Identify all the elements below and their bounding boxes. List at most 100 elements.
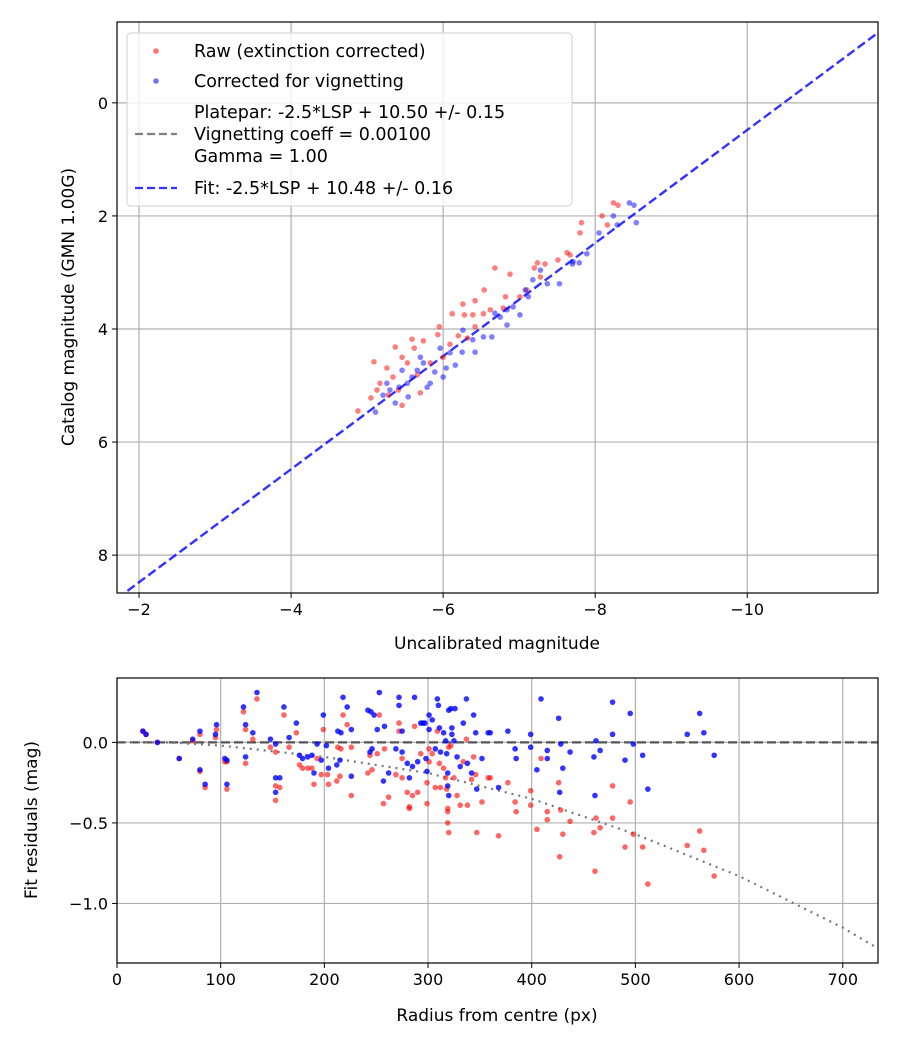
raw-residual-point <box>267 744 274 751</box>
corrected-residual-point <box>376 689 383 696</box>
raw-residual-point <box>254 696 260 702</box>
x-tick-label: −4 <box>279 600 303 619</box>
raw-point <box>436 323 443 330</box>
corrected-residual-point <box>320 712 327 718</box>
raw-point <box>469 312 476 318</box>
bottom-y-axis-label: Fit residuals (mag) <box>22 741 42 899</box>
raw-point <box>537 274 544 280</box>
corrected-point <box>372 409 379 415</box>
top-x-axis-label: Uncalibrated magnitude <box>394 634 600 654</box>
legend-gamma-label: Gamma = 1.00 <box>194 147 328 167</box>
corrected-residual-point <box>393 746 399 752</box>
raw-residual-point <box>380 800 387 807</box>
corrected-residual-point <box>371 712 377 718</box>
raw-residual-point <box>309 765 315 771</box>
raw-point <box>404 360 411 366</box>
raw-point <box>555 257 561 263</box>
legend: Raw (extinction corrected) Corrected for… <box>126 32 573 207</box>
corrected-residual-point <box>374 726 381 733</box>
raw-point <box>399 402 405 409</box>
raw-residual-point <box>385 794 392 800</box>
corrected-point <box>384 380 390 387</box>
corrected-point <box>537 267 544 273</box>
raw-point <box>460 301 466 307</box>
raw-residual-point <box>609 815 616 821</box>
raw-residual-point <box>325 781 332 788</box>
bottom-axes-frame <box>116 677 879 964</box>
x-tick-label: −2 <box>127 600 151 619</box>
raw-point <box>610 200 617 206</box>
raw-residual-point <box>304 765 311 771</box>
x-tick-label: 100 <box>205 970 236 989</box>
raw-residual-point <box>404 789 411 796</box>
raw-residual-point <box>276 784 283 791</box>
corrected-point <box>522 287 529 293</box>
top-ticks: −2 −4 −6 −8 −10 0 2 4 6 8 <box>98 94 764 619</box>
y-tick-label: −0.5 <box>69 814 108 833</box>
corrected-residual-point <box>544 747 551 754</box>
y-tick-label: 6 <box>98 433 108 452</box>
raw-residual-point <box>591 829 597 836</box>
raw-residual-point <box>424 779 430 786</box>
legend-vignetting-label: Vignetting coeff = 0.00100 <box>194 125 431 145</box>
corrected-residual-point <box>470 712 477 718</box>
corrected-point <box>525 293 532 300</box>
corrected-residual-point <box>448 705 454 712</box>
raw-point <box>447 341 453 348</box>
raw-point <box>599 213 605 219</box>
raw-point <box>455 332 462 339</box>
corrected-residual-point <box>267 736 274 742</box>
raw-residual-point <box>442 775 449 781</box>
corrected-residual-point <box>385 770 392 776</box>
corrected-point <box>556 280 563 287</box>
corrected-residual-point <box>512 746 518 752</box>
raw-residual-point <box>348 792 355 799</box>
y-tick-label: 8 <box>98 546 108 565</box>
corrected-residual-point <box>437 749 444 755</box>
corrected-points <box>372 200 640 415</box>
corrected-residual-point <box>406 775 413 781</box>
corrected-residual-point <box>409 763 416 770</box>
raw-residual-point <box>457 802 463 809</box>
corrected-residual-point <box>325 765 332 771</box>
raw-point <box>472 323 478 330</box>
corrected-point <box>492 310 498 316</box>
corrected-residual-point <box>555 715 562 722</box>
corrected-point <box>405 394 411 400</box>
fit-line <box>122 31 878 593</box>
corrected-residual-point <box>281 704 287 710</box>
x-tick-label: 600 <box>724 970 755 989</box>
raw-residual-point <box>505 779 511 786</box>
corrected-residual-point <box>348 726 355 733</box>
corrected-point <box>480 334 487 340</box>
corrected-residual-point <box>250 729 256 736</box>
raw-residual-point <box>445 829 452 836</box>
corrected-point <box>544 280 551 287</box>
corrected-residual-point <box>189 736 196 742</box>
raw-residual-point <box>470 754 477 760</box>
corrected-residual-point <box>457 763 463 770</box>
corrected-residual-point <box>436 725 443 731</box>
raw-residual-point <box>567 818 573 825</box>
raw-point <box>542 261 548 267</box>
corrected-residual-point <box>242 754 249 760</box>
corrected-point <box>399 367 405 374</box>
raw-residual-point <box>487 775 494 781</box>
raw-residual-point <box>250 736 256 742</box>
corrected-residual-point <box>538 696 544 702</box>
raw-point <box>392 344 399 350</box>
corrected-residual-point <box>396 694 402 701</box>
corrected-residual-point <box>684 731 691 738</box>
corrected-point <box>596 230 602 236</box>
corrected-residual-point <box>426 712 432 718</box>
corrected-residual-point <box>299 755 306 762</box>
corrected-residual-point <box>444 770 451 776</box>
corrected-residual-point <box>272 789 279 796</box>
raw-residual-point <box>538 755 544 762</box>
raw-residual-point <box>448 742 454 749</box>
raw-point <box>461 312 468 318</box>
raw-residual-point <box>242 760 249 767</box>
raw-residual-point <box>622 844 628 850</box>
